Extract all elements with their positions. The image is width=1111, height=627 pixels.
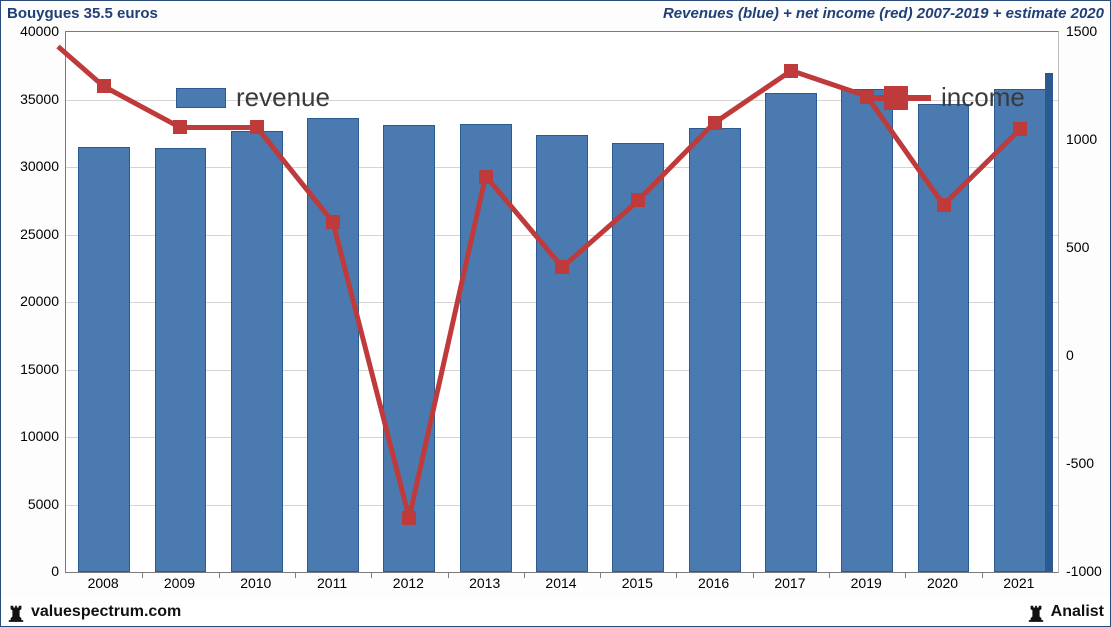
income-line-segment <box>180 125 256 130</box>
income-marker <box>402 511 416 525</box>
income-marker <box>708 116 722 130</box>
legend-revenue: revenue <box>176 82 330 113</box>
x-tick-label: 2010 <box>240 575 271 591</box>
bar <box>765 93 817 572</box>
bar <box>994 89 1046 572</box>
title-bar: Bouygues 35.5 euros Revenues (blue) + ne… <box>1 1 1110 25</box>
y-left-tick-label: 15000 <box>1 361 59 377</box>
x-tick-label: 2016 <box>698 575 729 591</box>
legend-revenue-swatch <box>176 88 226 108</box>
footer: valuespectrum.com Analist <box>1 598 1110 626</box>
x-tick-label: 2014 <box>545 575 576 591</box>
x-tick-label: 2012 <box>393 575 424 591</box>
y-left-tick-label: 35000 <box>1 91 59 107</box>
footer-right-text: Analist <box>1051 603 1104 621</box>
x-tick-label: 2015 <box>622 575 653 591</box>
y-axis-left: 0500010000150002000025000300003500040000 <box>1 31 63 571</box>
y-left-tick-label: 40000 <box>1 23 59 39</box>
bar <box>231 131 283 572</box>
footer-left-text: valuespectrum.com <box>31 603 181 621</box>
rook-icon <box>7 602 25 622</box>
y-right-tick-label: -500 <box>1066 455 1110 471</box>
income-marker <box>250 120 264 134</box>
footer-right: Analist <box>1027 602 1104 622</box>
bar <box>841 89 893 572</box>
income-marker <box>937 198 951 212</box>
rook-icon <box>1027 602 1045 622</box>
x-tick-label: 2020 <box>927 575 958 591</box>
income-marker <box>784 64 798 78</box>
income-marker <box>1013 122 1027 136</box>
y-left-tick-label: 5000 <box>1 496 59 512</box>
x-tick-label: 2013 <box>469 575 500 591</box>
x-tick-label: 2021 <box>1003 575 1034 591</box>
income-marker <box>555 260 569 274</box>
income-marker <box>326 215 340 229</box>
plot-area: revenue income <box>65 31 1059 573</box>
y-right-tick-label: 1500 <box>1066 23 1110 39</box>
bar <box>460 124 512 572</box>
x-tick-label: 2009 <box>164 575 195 591</box>
legend-income: income <box>861 82 1025 113</box>
bar <box>307 118 359 572</box>
y-left-tick-label: 30000 <box>1 158 59 174</box>
x-tick-label: 2011 <box>317 575 347 591</box>
footer-left: valuespectrum.com <box>7 602 181 622</box>
x-tick-label: 2019 <box>851 575 882 591</box>
bar <box>536 135 588 572</box>
y-left-tick-label: 20000 <box>1 293 59 309</box>
y-axis-right: -1000-500050010001500 <box>1062 31 1110 571</box>
bar-edge-highlight <box>1045 73 1053 573</box>
chart-root: Bouygues 35.5 euros Revenues (blue) + ne… <box>0 0 1111 627</box>
income-marker <box>97 79 111 93</box>
bar <box>155 148 207 572</box>
legend-income-swatch <box>861 84 931 112</box>
income-marker <box>631 193 645 207</box>
y-right-tick-label: -1000 <box>1066 563 1110 579</box>
x-axis: 2008 2009 2010 2011 2012 2013 2014 2015 2016 2017… <box>65 573 1057 599</box>
income-marker <box>173 120 187 134</box>
income-marker <box>479 170 493 184</box>
bar <box>78 147 130 572</box>
y-right-tick-label: 1000 <box>1066 131 1110 147</box>
y-left-tick-label: 10000 <box>1 428 59 444</box>
y-left-tick-label: 25000 <box>1 226 59 242</box>
income-line-segment <box>103 84 182 129</box>
y-right-tick-label: 0 <box>1066 347 1110 363</box>
legend-income-label: income <box>941 82 1025 113</box>
x-tick-label: 2017 <box>774 575 805 591</box>
legend-revenue-label: revenue <box>236 82 330 113</box>
y-right-tick-label: 500 <box>1066 239 1110 255</box>
title-left: Bouygues 35.5 euros <box>7 5 158 22</box>
bar <box>689 128 741 572</box>
title-right: Revenues (blue) + net income (red) 2007-… <box>663 5 1104 22</box>
y-left-tick-label: 0 <box>1 563 59 579</box>
x-tick-label: 2008 <box>88 575 119 591</box>
